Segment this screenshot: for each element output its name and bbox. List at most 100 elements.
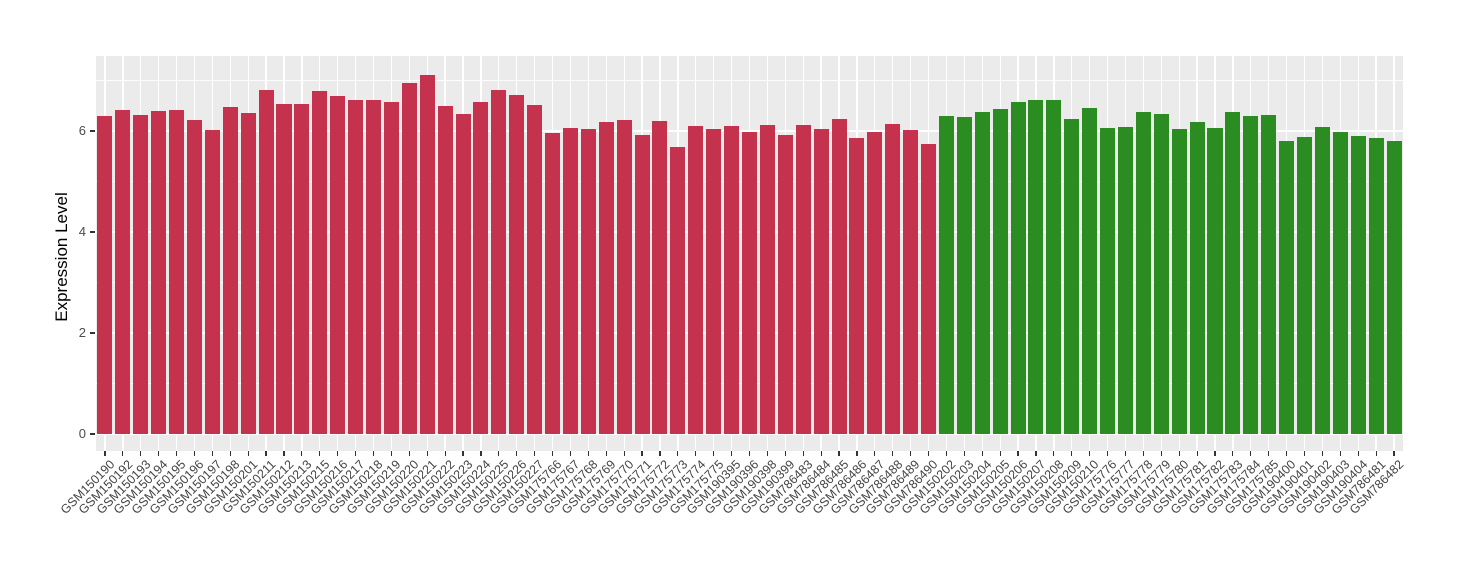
bar-GSM786482 [1386, 140, 1402, 434]
bar-GSM150218 [365, 100, 382, 434]
bar-GSM175780 [1171, 129, 1187, 434]
bar-GSM786487 [867, 131, 883, 434]
x-tick-mark [856, 451, 858, 456]
x-tick-mark [426, 451, 428, 456]
bar-GSM150227 [527, 105, 543, 434]
bar-GSM175771 [634, 134, 650, 434]
x-tick-mark [337, 451, 339, 456]
x-tick-mark [1035, 451, 1037, 456]
x-tick-mark [802, 451, 804, 456]
bar-GSM786483 [795, 124, 811, 434]
x-tick-mark [1357, 451, 1359, 456]
x-tick-mark [534, 451, 536, 456]
y-tick-mark [90, 332, 95, 334]
x-tick-mark [1160, 451, 1162, 456]
bar-GSM786484 [813, 129, 829, 434]
bar-GSM190401 [1297, 136, 1313, 434]
x-tick-mark [390, 451, 392, 456]
bar-GSM150223 [455, 114, 471, 434]
x-tick-mark [498, 451, 500, 456]
bar-GSM190399 [777, 134, 793, 434]
x-tick-mark [1089, 451, 1091, 456]
bar-GSM190402 [1314, 126, 1330, 434]
bar-GSM786486 [849, 137, 865, 434]
bar-GSM150221 [419, 74, 435, 434]
bar-GSM175766 [545, 133, 561, 434]
x-tick-mark [1071, 451, 1073, 456]
bar-GSM786485 [831, 119, 847, 434]
x-tick-mark [748, 451, 751, 456]
x-tick-mark [462, 451, 464, 456]
x-tick-mark [1196, 451, 1198, 456]
x-tick-mark [730, 451, 733, 456]
x-tick-mark [265, 451, 267, 456]
x-tick-mark [516, 451, 518, 456]
bar-GSM175778 [1135, 112, 1151, 434]
bar-GSM175772 [652, 121, 668, 434]
x-tick-mark [1178, 451, 1180, 456]
bar-GSM150213 [294, 103, 310, 434]
bar-GSM786488 [885, 123, 901, 434]
bar-GSM175779 [1153, 114, 1169, 434]
plot-panel [96, 56, 1403, 451]
bar-GSM175770 [616, 120, 632, 434]
x-tick-mark [1303, 451, 1306, 456]
x-tick-mark [820, 451, 822, 456]
x-tick-mark [1268, 451, 1270, 456]
bar-GSM150198 [222, 107, 238, 434]
bar-GSM150209 [1064, 118, 1080, 434]
x-tick-mark [981, 451, 983, 456]
x-tick-mark [659, 451, 661, 456]
x-tick-mark [838, 451, 840, 456]
bar-GSM150222 [437, 106, 453, 434]
x-tick-mark [1053, 451, 1055, 456]
x-tick-mark [1124, 451, 1127, 456]
bar-GSM150224 [473, 101, 489, 434]
x-tick-mark [301, 451, 303, 456]
x-tick-mark [408, 451, 410, 456]
x-tick-mark [927, 451, 930, 456]
y-axis-title: Expression Level [52, 192, 71, 322]
bar-GSM150193 [133, 114, 149, 434]
x-tick-mark [193, 451, 196, 456]
x-tick-mark [355, 451, 357, 456]
x-tick-mark [910, 451, 912, 456]
minor-gridline [96, 80, 1403, 81]
bar-GSM175785 [1261, 115, 1277, 434]
bar-GSM150212 [276, 103, 292, 434]
bar-GSM150192 [115, 109, 131, 434]
x-tick-mark [444, 451, 446, 456]
x-tick-mark [1339, 451, 1341, 456]
bar-GSM150196 [186, 119, 202, 434]
x-tick-mark [641, 451, 643, 456]
bar-GSM190403 [1332, 132, 1348, 434]
x-tick-mark [713, 451, 715, 456]
bar-GSM150216 [330, 96, 346, 434]
x-tick-mark [1232, 451, 1234, 456]
bar-GSM190395 [724, 126, 740, 434]
x-tick-mark [158, 451, 160, 456]
bar-GSM175783 [1225, 112, 1241, 434]
bar-GSM175775 [706, 128, 722, 434]
major-gridline [96, 433, 1403, 435]
bar-GSM150204 [974, 112, 990, 434]
bar-GSM190404 [1350, 136, 1366, 434]
x-tick-mark [104, 451, 106, 456]
x-tick-mark [1250, 451, 1252, 456]
bar-GSM786490 [921, 144, 937, 434]
x-tick-mark [229, 451, 231, 456]
bar-GSM175769 [598, 122, 614, 434]
bar-GSM150208 [1046, 100, 1062, 434]
x-tick-mark [1375, 451, 1377, 456]
bar-GSM175781 [1189, 122, 1205, 434]
x-tick-mark [480, 451, 482, 456]
bar-GSM175776 [1100, 128, 1116, 434]
y-tick-mark [90, 130, 95, 132]
y-tick-label: 6 [78, 123, 86, 138]
x-tick-mark [1106, 451, 1109, 456]
bar-GSM150207 [1028, 99, 1044, 434]
bar-GSM175767 [562, 128, 578, 434]
bar-GSM150217 [348, 100, 364, 434]
x-tick-mark [247, 451, 249, 456]
